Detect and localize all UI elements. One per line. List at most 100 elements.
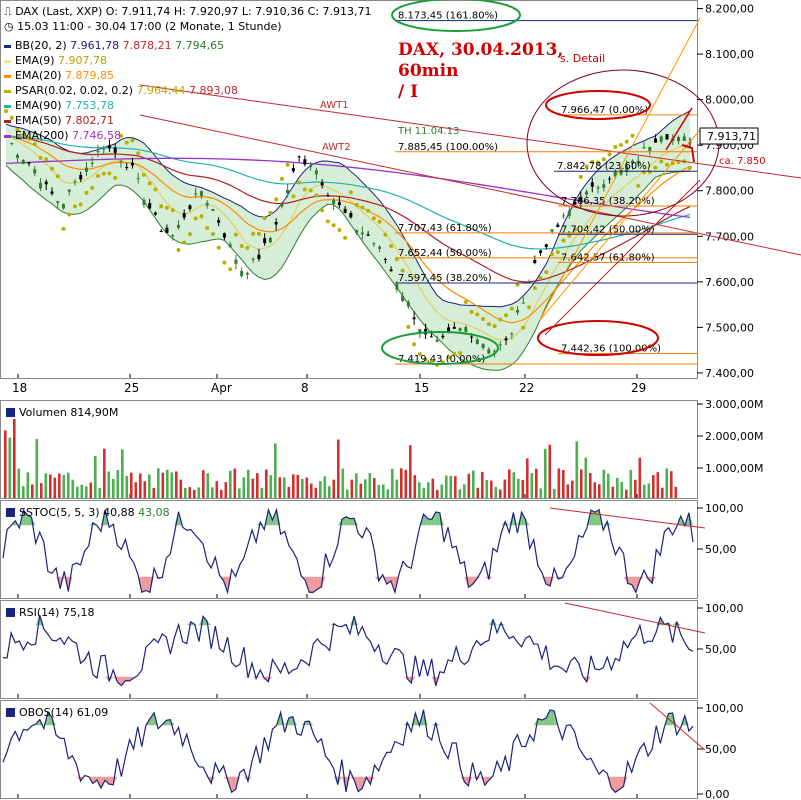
psar-dot [136, 151, 141, 156]
candle-body [608, 178, 612, 180]
volume-bar [598, 484, 601, 498]
volume-bar [170, 472, 174, 498]
psar-dot [596, 160, 601, 165]
legend-label: EMA(200) [15, 129, 73, 142]
candle-body [107, 145, 111, 149]
obos-line [2, 709, 694, 794]
awt1-line [139, 84, 801, 179]
volume-bar [521, 479, 525, 498]
obos-ob-fill [423, 709, 428, 726]
psar-dot [527, 305, 532, 310]
sstoc-ob-fill [345, 516, 351, 526]
candle-body [539, 250, 543, 253]
volume-bar [58, 473, 61, 498]
legend-swatch [4, 134, 11, 138]
candle-body [665, 134, 669, 140]
obos-ob-fill [403, 722, 408, 726]
candle-body [406, 301, 410, 307]
volume-bar [652, 475, 655, 498]
candle-body [516, 309, 520, 313]
psar-dot [688, 165, 692, 170]
rsi-ob-fill [39, 615, 44, 626]
candle-body [337, 202, 341, 205]
volume-bar [575, 441, 579, 498]
candle-body [372, 243, 376, 245]
volume-bar [152, 487, 156, 498]
bollinger-lower [5, 164, 691, 371]
candle-body [418, 329, 422, 333]
psar-dot [222, 260, 227, 265]
candle-body [596, 187, 600, 189]
legend-value: 7.879,85 [65, 69, 115, 82]
psar-dot [176, 247, 181, 252]
psar-dot [61, 226, 66, 231]
candle-body [257, 254, 261, 259]
volume-bar [242, 477, 246, 498]
psar-dot [343, 235, 348, 240]
candle-body [314, 170, 318, 175]
candle-body [642, 147, 646, 149]
volume-bar [143, 481, 147, 498]
volume-bar [287, 486, 291, 498]
volume-panel-icon [6, 408, 15, 417]
candle-body [613, 172, 617, 177]
psar-dot [44, 157, 49, 162]
sstoc-title: SSTOC(5, 5, 3) 40,88 43,08 [6, 506, 170, 519]
volume-bar [17, 468, 21, 498]
psar-dot [486, 322, 491, 327]
volume-bar [125, 475, 129, 498]
psar-dot [619, 142, 624, 147]
obos-ob-fill [550, 709, 555, 726]
sstoc-os-fill [382, 576, 387, 585]
candle-body [383, 259, 387, 261]
volume-tick-label: 1.000,00M [705, 462, 763, 475]
candle-body [636, 160, 640, 164]
rsi-ob-fill [194, 624, 199, 626]
psar-dot [90, 185, 95, 190]
trend-arrow [665, 107, 693, 151]
psar-dot [49, 166, 54, 171]
legend-label: EMA(9) [15, 54, 59, 67]
volume-bar [157, 468, 160, 498]
y-tick-label: 8.200,00 [705, 3, 754, 16]
rsi-line [2, 614, 694, 687]
candle-body [153, 212, 157, 215]
candle-body [378, 246, 382, 249]
volume-bar [319, 481, 322, 498]
candle-body [33, 169, 37, 174]
volume-bar [314, 487, 318, 498]
psar-dot [475, 312, 480, 317]
volume-tick-label: 3.000,00M [705, 398, 763, 411]
legend-value: 7.794,65 [171, 39, 225, 52]
x-tick-label: 22 [519, 381, 534, 395]
volume-bar [359, 483, 363, 498]
fib-level-label: 7.419,43 (0.00%) [398, 354, 485, 365]
candle-body [326, 195, 330, 197]
obos-tick-label: 0,00 [705, 788, 730, 800]
psar-dot [463, 300, 468, 305]
volume-bar [607, 473, 610, 498]
header-range-row: ◷ 15.03 11:00 - 30.04 17:00 (2 Monate, 1… [4, 19, 372, 34]
legend-value: 7.746,58 [72, 129, 122, 142]
psar-dot [84, 190, 89, 195]
volume-bar [422, 487, 426, 498]
psar-dot [320, 208, 325, 213]
obos-title: OBOS(14) 61,09 [6, 706, 108, 719]
sstoc-ob-fill [521, 512, 526, 526]
volume-bar [580, 469, 583, 498]
volume-bar [139, 473, 142, 498]
volume-bar [251, 478, 255, 498]
sstoc-os-fill [546, 576, 551, 587]
volume-bar [103, 448, 106, 498]
obos-tick-label: 50,00 [705, 743, 737, 756]
psar-dot [245, 245, 250, 250]
candle-body [355, 229, 359, 233]
headline-line-2: 60min [398, 61, 459, 81]
volume-bar [485, 479, 489, 498]
fan-line [539, 129, 701, 321]
psar-dot [101, 171, 106, 176]
legend-value: 7.964,44 [136, 84, 186, 97]
psar-dot [228, 267, 233, 272]
psar-dot [118, 133, 123, 138]
psar-dot [423, 357, 428, 362]
